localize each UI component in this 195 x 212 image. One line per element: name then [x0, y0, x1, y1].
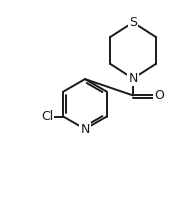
Text: O: O — [154, 89, 164, 102]
Text: N: N — [128, 72, 138, 85]
Text: Cl: Cl — [41, 110, 53, 123]
Text: S: S — [129, 16, 137, 29]
Text: N: N — [80, 123, 90, 135]
